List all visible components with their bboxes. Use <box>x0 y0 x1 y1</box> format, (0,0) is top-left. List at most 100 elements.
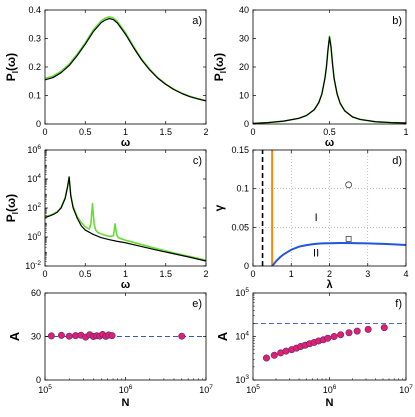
y-axis-label: A <box>7 331 22 341</box>
panel-label: b) <box>392 15 402 27</box>
y-tick-label: 30 <box>239 34 249 44</box>
y-tick-label: 0 <box>244 119 249 129</box>
y-tick-label: 40 <box>239 5 249 15</box>
plot-area <box>45 330 206 341</box>
data-point <box>324 334 332 342</box>
panel-c: 0 0.5 1 1.5 2 10-2 100 102 104 106 ω Pl(ω) c) <box>4 144 209 291</box>
panel-label: a) <box>192 15 202 27</box>
data-point <box>337 331 345 339</box>
x-tick-label: 0.5 <box>323 127 336 137</box>
y-tick-label: 102 <box>27 202 41 213</box>
panel-e: 105 106 107 0 30 60 N Ae) <box>7 288 213 409</box>
x-tick-label: 105 <box>38 384 52 395</box>
panel-label: d) <box>392 155 402 167</box>
data-point <box>380 324 388 332</box>
data-point <box>262 354 270 362</box>
y-tick-label: 0 <box>244 261 249 271</box>
square-marker <box>345 236 352 242</box>
data-point <box>57 331 65 339</box>
x-tick-label: 1 <box>403 127 408 137</box>
axes-frame <box>44 9 207 125</box>
series-line-1 <box>45 17 206 102</box>
plot-area <box>253 322 406 362</box>
circle-marker <box>345 181 353 189</box>
y-axis-label: Pl(ω) <box>212 53 228 81</box>
y-tick-label: 105 <box>235 287 249 298</box>
data-point <box>65 332 73 340</box>
x-tick-label: 4 <box>403 269 408 279</box>
x-tick-label: 1 <box>289 269 294 279</box>
plot-area <box>45 16 206 102</box>
panel-f: 105 106 107 103 104 105 N Af) <box>215 287 413 409</box>
x-axis-label: N <box>122 397 130 409</box>
x-tick-label: 1.5 <box>159 127 172 137</box>
plot-area <box>253 35 406 124</box>
plot-area <box>253 150 406 266</box>
x-tick-label: 2 <box>203 127 208 137</box>
x-tick-label: 2 <box>327 269 332 279</box>
series-line-0 <box>253 35 406 124</box>
data-point <box>178 332 186 340</box>
x-tick-label: 0 <box>42 269 47 279</box>
x-axis-label: N <box>326 397 334 409</box>
axes-frame <box>252 9 407 125</box>
panel-label: c) <box>193 155 202 167</box>
x-tick-label: 0.5 <box>79 269 92 279</box>
y-tick-label: 0.2 <box>28 62 41 72</box>
data-point <box>353 327 361 335</box>
y-axis-label: γ <box>212 204 226 211</box>
y-tick-label: 106 <box>27 144 41 155</box>
x-tick-label: 1 <box>123 127 128 137</box>
x-tick-label: 0.5 <box>79 127 92 137</box>
panel-label: e) <box>192 298 202 310</box>
panel-label: f) <box>395 298 402 310</box>
y-tick-label: 103 <box>235 374 249 385</box>
y-axis-label: Pl(ω) <box>4 53 20 81</box>
series-line-0 <box>45 16 206 102</box>
y-tick-label: 10 <box>239 91 249 101</box>
x-tick-label: 106 <box>323 384 337 395</box>
x-axis-label: ω <box>325 137 334 149</box>
y-tick-label: 30 <box>31 332 41 342</box>
series-line-1 <box>45 176 206 262</box>
series-line-1 <box>253 36 406 124</box>
y-tick-label: 0.1 <box>28 91 41 101</box>
data-point <box>47 332 55 340</box>
y-tick-label: 104 <box>235 331 249 342</box>
y-tick-label: 0.1 <box>236 184 249 194</box>
x-tick-label: 3 <box>365 269 370 279</box>
data-point <box>364 325 372 333</box>
data-point <box>108 332 116 340</box>
x-tick-label: 1 <box>123 269 128 279</box>
y-tick-label: 0.05 <box>231 222 249 232</box>
x-tick-label: 1.5 <box>159 269 172 279</box>
y-tick-label: 10-2 <box>25 260 41 271</box>
region-label: II <box>313 248 319 260</box>
boundary-line-2 <box>271 242 406 266</box>
x-axis-label: ω <box>121 137 130 149</box>
x-tick-label: 107 <box>199 384 213 395</box>
y-axis-label: A <box>215 331 230 341</box>
x-axis-label: λ <box>326 279 332 291</box>
x-tick-label: 0 <box>250 269 255 279</box>
x-tick-label: 0 <box>250 127 255 137</box>
y-tick-label: 0 <box>36 119 41 129</box>
data-point <box>330 332 338 340</box>
y-tick-label: 104 <box>27 173 41 184</box>
region-label: I <box>315 212 318 224</box>
x-axis-label: ω <box>121 279 130 291</box>
y-tick-label: 0 <box>36 375 41 385</box>
y-tick-label: 0.15 <box>231 145 249 155</box>
y-axis-label: Pl(ω) <box>4 194 20 222</box>
y-tick-label: 60 <box>31 288 41 298</box>
x-tick-label: 106 <box>119 384 133 395</box>
y-tick-label: 100 <box>27 231 41 242</box>
data-point <box>345 329 353 337</box>
y-tick-label: 0.3 <box>28 34 41 44</box>
y-tick-label: 20 <box>239 62 249 72</box>
x-tick-label: 2 <box>203 269 208 279</box>
x-tick-label: 107 <box>399 384 413 395</box>
